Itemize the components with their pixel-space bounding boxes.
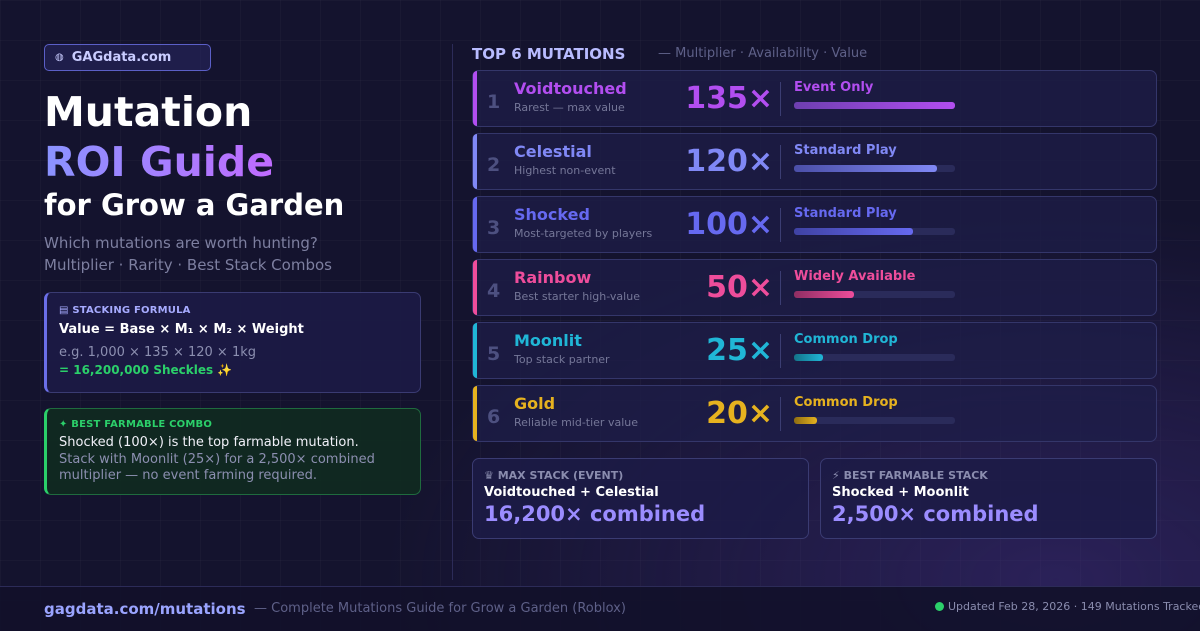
mutation-availability: Widely Available xyxy=(794,269,916,284)
best-farmable-stack-card: ⚡ BEST FARMABLE STACK Shocked + Moonlit … xyxy=(820,458,1157,539)
mutation-multiplier: 50× xyxy=(706,270,773,305)
row-divider xyxy=(780,334,781,368)
mutation-rank: 5 xyxy=(487,343,501,365)
row-divider xyxy=(780,82,781,116)
updated-text: Updated Feb 28, 2026 · 149 Mutations Tra… xyxy=(948,600,1200,613)
availability-bar-fill xyxy=(794,291,854,298)
mutation-availability: Common Drop xyxy=(794,395,898,410)
formula-icon: ▤ xyxy=(59,305,73,316)
mutation-row[interactable]: 3 Shocked Most-targeted by players 100× Stan… xyxy=(472,196,1157,253)
max-stack-card: ♛ MAX STACK (EVENT) Voidtouched + Celest… xyxy=(472,458,809,539)
mutation-description: Highest non-event xyxy=(514,164,616,177)
mutation-name: Moonlit xyxy=(514,331,582,350)
max-stack-value: 16,200× combined xyxy=(484,502,706,526)
best-farmable-combo-card: ✦ BEST FARMABLE COMBO Shocked (100×) is … xyxy=(44,408,421,495)
rank-accent-bar xyxy=(473,260,477,315)
hero-subtitle-1: Which mutations are worth hunting? xyxy=(44,234,318,252)
mutation-multiplier: 135× xyxy=(685,81,773,116)
availability-bar-track xyxy=(794,417,955,424)
max-stack-title: ♛ MAX STACK (EVENT) xyxy=(484,469,624,482)
combo-title: ✦ BEST FARMABLE COMBO xyxy=(59,419,213,430)
globe-icon: ◍ xyxy=(55,52,64,63)
mutation-rank: 1 xyxy=(487,91,501,113)
formula-example: e.g. 1,000 × 135 × 120 × 1kg xyxy=(59,345,257,360)
footer-description: — Complete Mutations Guide for Grow a Ga… xyxy=(254,601,626,616)
availability-bar-fill xyxy=(794,165,937,172)
row-divider xyxy=(780,397,781,431)
top-mutations-title: TOP 6 MUTATIONS xyxy=(472,45,626,63)
status-dot-icon xyxy=(935,602,944,611)
hero-subtitle-2: Multiplier · Rarity · Best Stack Combos xyxy=(44,256,332,274)
availability-bar-fill xyxy=(794,354,823,361)
mutation-availability: Event Only xyxy=(794,80,874,95)
crown-icon: ♛ xyxy=(484,469,498,482)
mutation-description: Rarest — max value xyxy=(514,101,625,114)
mutation-name: Voidtouched xyxy=(514,79,627,98)
top-mutations-subtitle: — Multiplier · Availability · Value xyxy=(658,46,868,61)
availability-bar-fill xyxy=(794,102,955,109)
formula-result: = 16,200,000 Sheckles ✨ xyxy=(59,363,233,377)
farmable-stack-value: 2,500× combined xyxy=(832,502,1039,526)
footer-updated: Updated Feb 28, 2026 · 149 Mutations Tra… xyxy=(935,600,1200,613)
brand-label: GAGdata.com xyxy=(71,50,172,65)
max-stack-combo: Voidtouched + Celestial xyxy=(484,485,659,500)
mutation-multiplier: 25× xyxy=(706,333,773,368)
mutation-availability: Standard Play xyxy=(794,206,897,221)
mutation-name: Shocked xyxy=(514,205,590,224)
mutation-description: Best starter high-value xyxy=(514,290,640,303)
brand-badge[interactable]: ◍ GAGdata.com xyxy=(44,44,211,71)
mutation-name: Celestial xyxy=(514,142,592,161)
farmable-stack-combo: Shocked + Moonlit xyxy=(832,485,969,500)
mutation-row[interactable]: 6 Gold Reliable mid-tier value 20× Common Dr… xyxy=(472,385,1157,442)
mutation-multiplier: 100× xyxy=(685,207,773,242)
vertical-divider xyxy=(452,44,453,580)
availability-bar-track xyxy=(794,354,955,361)
mutation-row[interactable]: 5 Moonlit Top stack partner 25× Common Drop xyxy=(472,322,1157,379)
mutation-description: Reliable mid-tier value xyxy=(514,416,638,429)
mutation-multiplier: 20× xyxy=(706,396,773,431)
mutation-description: Most-targeted by players xyxy=(514,227,653,240)
mutation-rank: 6 xyxy=(487,406,501,428)
stacking-formula-card: ▤ STACKING FORMULA Value = Base × M₁ × M… xyxy=(44,292,421,393)
combo-line3: multiplier — no event farming required. xyxy=(59,468,317,483)
formula-line: Value = Base × M₁ × M₂ × Weight xyxy=(59,322,304,337)
availability-bar-track xyxy=(794,102,955,109)
rank-accent-bar xyxy=(473,71,477,126)
mutation-rank: 2 xyxy=(487,154,501,176)
row-divider xyxy=(780,208,781,242)
mutation-multiplier: 120× xyxy=(685,144,773,179)
rank-accent-bar xyxy=(473,197,477,252)
hero-title-line2: ROI Guide xyxy=(44,138,275,186)
bolt-icon: ⚡ xyxy=(832,469,844,482)
row-divider xyxy=(780,145,781,179)
availability-bar-fill xyxy=(794,228,913,235)
footer-bar xyxy=(0,586,1200,631)
mutation-row[interactable]: 2 Celestial Highest non-event 120× Standard … xyxy=(472,133,1157,190)
mutation-availability: Common Drop xyxy=(794,332,898,347)
mutation-row[interactable]: 1 Voidtouched Rarest — max value 135× Event … xyxy=(472,70,1157,127)
hero-title-line3: for Grow a Garden xyxy=(44,188,345,222)
rank-accent-bar xyxy=(473,323,477,378)
mutation-name: Rainbow xyxy=(514,268,592,287)
availability-bar-track xyxy=(794,228,955,235)
mutation-description: Top stack partner xyxy=(514,353,610,366)
row-divider xyxy=(780,271,781,305)
availability-bar-track xyxy=(794,291,955,298)
combo-line1: Shocked (100×) is the top farmable mutat… xyxy=(59,435,359,450)
availability-bar-track xyxy=(794,165,955,172)
footer-url-link[interactable]: gagdata.com/mutations xyxy=(44,600,246,618)
hero-title-line1: Mutation xyxy=(44,88,253,136)
availability-bar-fill xyxy=(794,417,817,424)
farmable-stack-title: ⚡ BEST FARMABLE STACK xyxy=(832,469,988,482)
sparkle-icon: ✦ xyxy=(59,419,72,430)
rank-accent-bar xyxy=(473,386,477,441)
mutation-availability: Standard Play xyxy=(794,143,897,158)
mutation-rank: 3 xyxy=(487,217,501,239)
combo-line2: Stack with Moonlit (25×) for a 2,500× co… xyxy=(59,452,375,467)
formula-title: ▤ STACKING FORMULA xyxy=(59,305,191,316)
mutation-row[interactable]: 4 Rainbow Best starter high-value 50× Widely… xyxy=(472,259,1157,316)
mutation-name: Gold xyxy=(514,394,556,413)
mutation-rank: 4 xyxy=(487,280,501,302)
rank-accent-bar xyxy=(473,134,477,189)
